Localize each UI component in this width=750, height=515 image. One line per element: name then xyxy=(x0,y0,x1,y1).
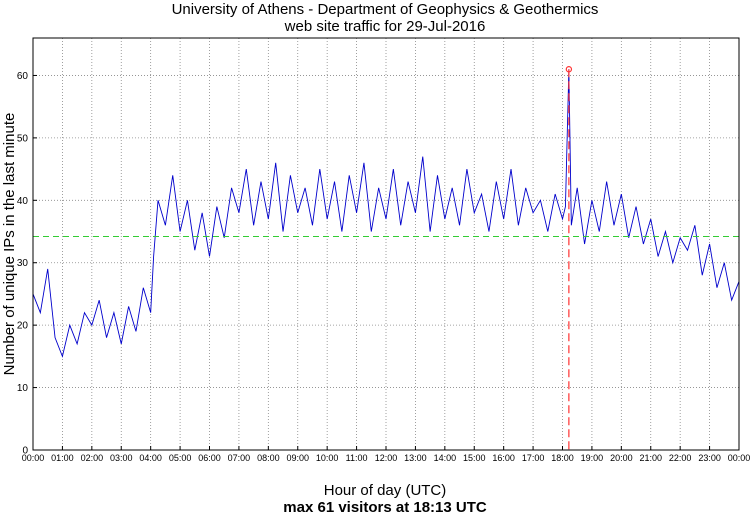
x-tick-label: 18:00 xyxy=(551,453,574,463)
x-tick-label: 23:00 xyxy=(698,453,721,463)
x-tick-label: 20:00 xyxy=(610,453,633,463)
x-tick-label: 03:00 xyxy=(110,453,133,463)
y-tick-label: 20 xyxy=(17,321,29,332)
x-tick-label: 13:00 xyxy=(404,453,427,463)
x-tick-label: 14:00 xyxy=(434,453,457,463)
y-tick-label: 40 xyxy=(17,196,29,207)
max-visitors-note: max 61 visitors at 18:13 UTC xyxy=(283,499,487,515)
x-tick-label: 16:00 xyxy=(492,453,515,463)
x-tick-label: 08:00 xyxy=(257,453,280,463)
x-tick-label: 02:00 xyxy=(81,453,104,463)
plot-frame xyxy=(32,37,740,451)
plot-area xyxy=(32,66,740,450)
y-axis-ticks: 0 10 20 30 40 50 60 xyxy=(17,71,37,457)
x-tick-label: 09:00 xyxy=(286,453,309,463)
traffic-series-line xyxy=(32,69,740,358)
chart-subtitle: web site traffic for 29-Jul-2016 xyxy=(284,18,486,35)
x-tick-label: 21:00 xyxy=(639,453,662,463)
y-tick-label: 10 xyxy=(17,383,29,394)
x-tick-label: 06:00 xyxy=(198,453,221,463)
x-tick-label: 11:00 xyxy=(346,453,368,463)
x-axis-ticks: 00:00 01:00 02:00 03:00 04:00 05:00 06:00 07:00… xyxy=(22,446,750,463)
chart-title: University of Athens - Department of Geo… xyxy=(172,1,599,18)
x-tick-label: 07:00 xyxy=(228,453,251,463)
x-tick-label: 15:00 xyxy=(463,453,486,463)
y-tick-label: 30 xyxy=(17,258,29,269)
x-tick-label: 01:00 xyxy=(51,453,74,463)
x-tick-label: 05:00 xyxy=(169,453,192,463)
x-tick-label: 04:00 xyxy=(139,453,162,463)
x-tick-label: 00:00 xyxy=(22,453,45,463)
y-tick-label: 60 xyxy=(17,71,29,82)
x-tick-label: 12:00 xyxy=(375,453,398,463)
y-tick-label: 50 xyxy=(17,133,29,144)
x-tick-label: 17:00 xyxy=(522,453,545,463)
y-tick-label: 0 xyxy=(22,446,28,457)
x-tick-label: 00:00 xyxy=(728,453,750,463)
x-tick-label: 19:00 xyxy=(581,453,604,463)
y-axis-label: Number of unique IPs in the last minute xyxy=(1,113,18,376)
max-marker-point xyxy=(565,66,573,73)
x-tick-label: 22:00 xyxy=(669,453,692,463)
x-tick-label: 10:00 xyxy=(316,453,339,463)
x-axis-label: Hour of day (UTC) xyxy=(324,482,447,499)
grid xyxy=(32,38,740,451)
